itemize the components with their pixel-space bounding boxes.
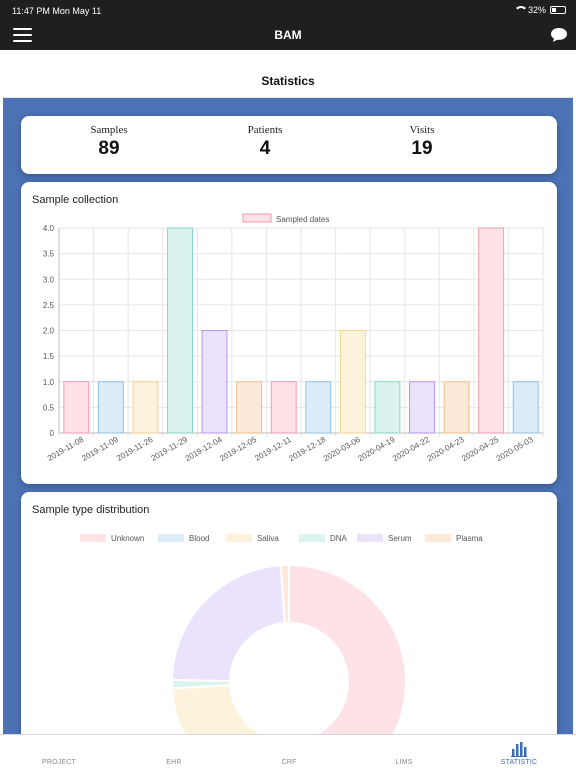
x-tick-label: 2019-11-26 bbox=[115, 435, 155, 463]
tab-crf-label: CRF bbox=[281, 759, 297, 766]
tab-ehr[interactable]: EHR bbox=[124, 735, 224, 768]
patients-count: 4 bbox=[259, 138, 271, 159]
status-time: 11:47 PM Mon May 11 bbox=[12, 6, 102, 16]
x-tick-label: 2019-11-08 bbox=[46, 435, 86, 463]
visits-label: Visits bbox=[409, 124, 435, 136]
pie-slice bbox=[171, 684, 264, 734]
y-tick-label: 3.0 bbox=[43, 275, 55, 284]
bar bbox=[305, 381, 332, 434]
sample-collection-title: Sample collection bbox=[32, 194, 119, 206]
legend-label: Saliva bbox=[257, 534, 279, 543]
sample-distribution-card: Sample type distribution Unknown Blood Sal… bbox=[21, 492, 557, 734]
samples-stat: Samples 89 bbox=[49, 124, 169, 160]
legend-label: Serum bbox=[388, 534, 412, 543]
bar bbox=[478, 227, 505, 434]
legend-label: Blood bbox=[189, 534, 209, 543]
tab-lims-label: LIMS bbox=[395, 759, 413, 766]
bar-chart-icon bbox=[510, 741, 528, 757]
tab-bar: PROJECT EHR CRF LIMS STATISTIC bbox=[0, 734, 576, 768]
y-tick-label: 2.5 bbox=[43, 301, 55, 310]
y-tick-label: 1.0 bbox=[43, 378, 55, 387]
statistics-content[interactable]: Samples 89 Patients 4 Visits 19 Sample c… bbox=[0, 98, 576, 734]
nav-bar: BAM bbox=[0, 22, 576, 50]
sample-collection-chart[interactable]: Sampled dates 0 0.5 1.0 1.5 2.0 2.5 3.0 3.5 4.0 20… bbox=[21, 212, 557, 482]
bar bbox=[63, 381, 90, 434]
pie-slice bbox=[288, 563, 408, 734]
pie-slice bbox=[171, 564, 286, 682]
tab-project-label: PROJECT bbox=[41, 759, 77, 766]
x-tick-label: 2020-04-19 bbox=[356, 435, 396, 464]
bar bbox=[409, 381, 435, 434]
x-tick-label: 2019-12-11 bbox=[253, 435, 293, 463]
pie-slice bbox=[279, 563, 290, 625]
x-tick-label: 2020-03-06 bbox=[322, 435, 362, 464]
legend-swatch bbox=[425, 534, 451, 542]
tab-project[interactable]: PROJECT bbox=[9, 735, 109, 768]
y-tick-label: 1.5 bbox=[43, 352, 55, 361]
legend-swatch bbox=[357, 534, 383, 542]
page-title: Statistics bbox=[261, 74, 315, 88]
hamburger-icon[interactable] bbox=[13, 28, 32, 42]
x-tick-label: 2020-04-23 bbox=[426, 435, 466, 464]
y-tick-label: 4.0 bbox=[43, 224, 55, 233]
battery-icon bbox=[550, 6, 566, 14]
legend-label: Sampled dates bbox=[276, 215, 329, 224]
battery-label: 32% bbox=[527, 5, 546, 15]
bar bbox=[339, 330, 366, 434]
bar bbox=[374, 381, 401, 434]
sample-collection-card: Sample collection Sampled dates 0 0.5 1.0 1.… bbox=[21, 182, 557, 484]
bar bbox=[512, 381, 539, 434]
x-tick-label: 2020-05-03 bbox=[495, 435, 535, 464]
bar bbox=[167, 227, 193, 434]
wifi-icon bbox=[513, 6, 528, 14]
legend-swatch bbox=[80, 534, 106, 542]
legend-swatch bbox=[242, 213, 272, 223]
app-title: BAM bbox=[274, 28, 302, 42]
y-tick-label: 0 bbox=[50, 429, 55, 438]
legend-label: Unknown bbox=[111, 534, 144, 543]
page-header: Statistics bbox=[3, 50, 573, 98]
samples-count: 89 bbox=[98, 138, 120, 159]
x-tick-label: 2019-12-18 bbox=[287, 435, 327, 464]
x-tick-label: 2020-04-22 bbox=[391, 435, 431, 464]
bar bbox=[270, 381, 297, 434]
y-tick-label: 3.5 bbox=[43, 250, 55, 259]
legend-swatch bbox=[226, 534, 252, 542]
legend-swatch bbox=[158, 534, 184, 542]
tab-statistic[interactable]: STATISTIC bbox=[469, 735, 569, 768]
status-bar: 11:47 PM Mon May 11 32% bbox=[0, 0, 576, 22]
chat-bubble-icon[interactable] bbox=[550, 27, 568, 43]
visits-count: 19 bbox=[411, 138, 433, 159]
x-tick-label: 2019-11-09 bbox=[80, 435, 120, 463]
samples-label: Samples bbox=[90, 124, 128, 136]
tab-lims[interactable]: LIMS bbox=[354, 735, 454, 768]
battery-level bbox=[552, 8, 556, 12]
sample-distribution-chart[interactable]: Unknown Blood Saliva DNA Serum Plasma bbox=[21, 522, 557, 734]
summary-card: Samples 89 Patients 4 Visits 19 bbox=[21, 116, 557, 174]
x-tick-label: 2019-11-29 bbox=[150, 435, 190, 463]
bar bbox=[236, 381, 263, 434]
visits-stat: Visits 19 bbox=[362, 124, 482, 160]
legend-label: DNA bbox=[330, 534, 348, 543]
tab-ehr-label: EHR bbox=[166, 759, 182, 766]
patients-label: Patients bbox=[247, 124, 283, 136]
bar bbox=[97, 381, 124, 434]
legend-label: Plasma bbox=[456, 534, 483, 543]
x-tick-label: 2019-12-05 bbox=[218, 435, 258, 464]
tab-crf[interactable]: CRF bbox=[239, 735, 339, 768]
bar bbox=[443, 381, 470, 434]
legend-swatch bbox=[299, 534, 325, 542]
patients-stat: Patients 4 bbox=[205, 124, 325, 160]
status-indicators: 32% bbox=[513, 5, 566, 15]
bar bbox=[132, 381, 159, 434]
y-tick-label: 0.5 bbox=[43, 403, 55, 412]
sample-distribution-title: Sample type distribution bbox=[32, 504, 150, 516]
x-tick-label: 2020-04-25 bbox=[460, 435, 500, 464]
bar bbox=[201, 330, 228, 434]
tab-statistic-label: STATISTIC bbox=[500, 759, 538, 766]
y-tick-label: 2.0 bbox=[43, 327, 55, 336]
x-tick-label: 2019-12-04 bbox=[184, 435, 224, 464]
